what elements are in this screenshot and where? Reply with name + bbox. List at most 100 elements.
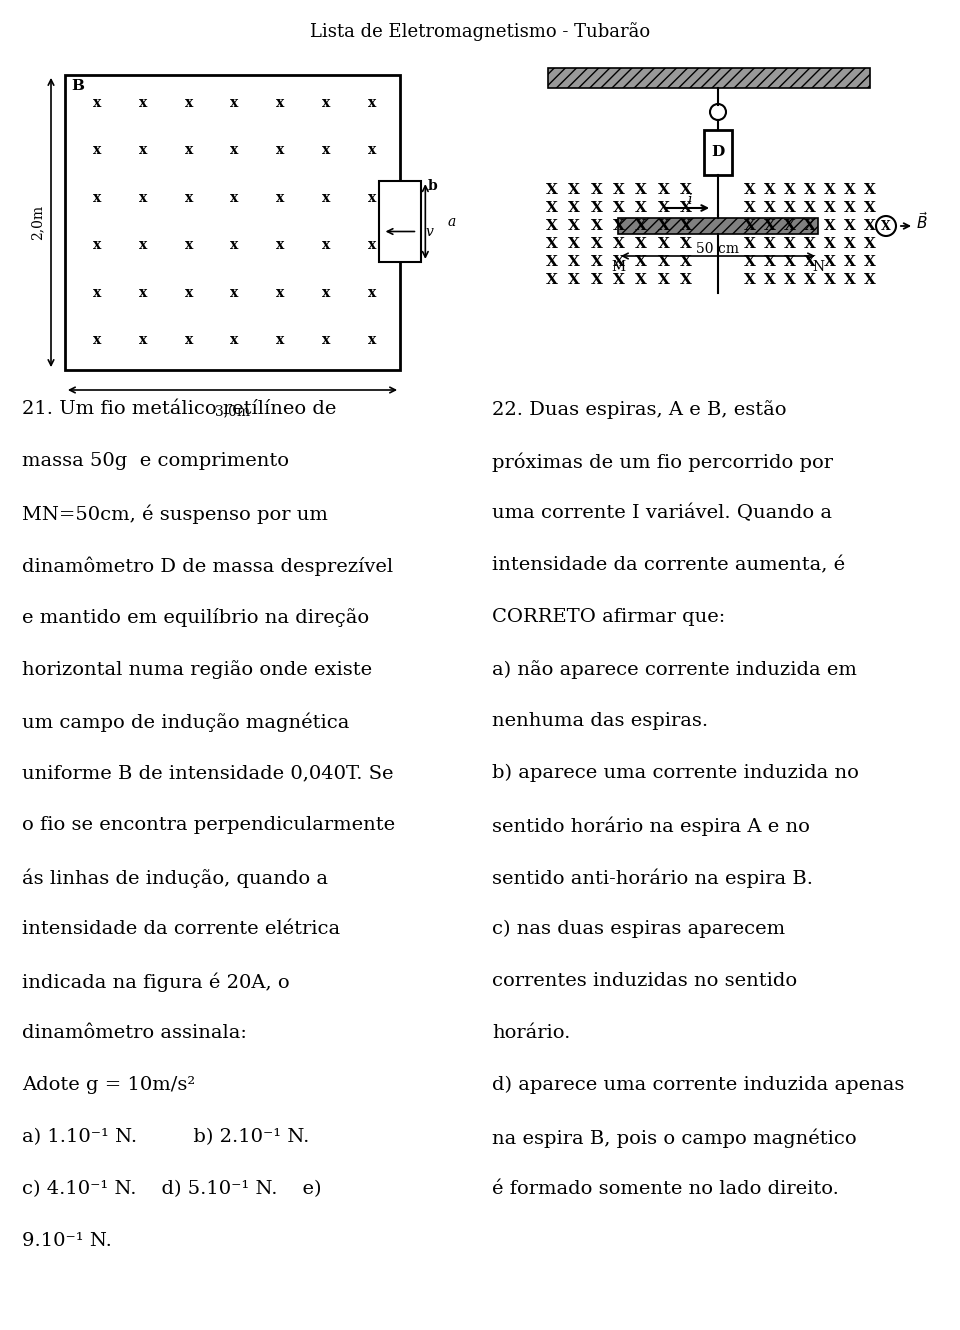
Text: X: X: [844, 184, 856, 197]
Text: X: X: [864, 273, 876, 287]
Text: x: x: [322, 238, 330, 253]
Text: b) aparece uma corrente induzida no: b) aparece uma corrente induzida no: [492, 763, 859, 782]
Text: X: X: [764, 273, 776, 287]
Text: x: x: [230, 286, 239, 299]
Text: x: x: [230, 238, 239, 253]
Text: na espira B, pois o campo magnético: na espira B, pois o campo magnético: [492, 1128, 856, 1148]
Text: x: x: [276, 96, 284, 110]
Text: X: X: [804, 273, 816, 287]
Text: X: X: [784, 273, 796, 287]
Text: N: N: [812, 259, 824, 274]
Text: X: X: [680, 273, 692, 287]
Text: X: X: [680, 219, 692, 233]
Text: x: x: [230, 190, 239, 205]
Text: é formado somente no lado direito.: é formado somente no lado direito.: [492, 1180, 839, 1198]
Text: nenhuma das espiras.: nenhuma das espiras.: [492, 712, 708, 730]
Text: X: X: [590, 273, 603, 287]
Text: X: X: [613, 237, 625, 251]
Text: x: x: [276, 238, 284, 253]
Text: dinamômetro D de massa desprezível: dinamômetro D de massa desprezível: [22, 556, 394, 576]
Text: x: x: [276, 190, 284, 205]
Text: X: X: [744, 255, 756, 269]
Text: X: X: [613, 219, 625, 233]
Bar: [548, 68, 870, 88]
Text: X: X: [784, 184, 796, 197]
Text: sentido horário na espira A e no: sentido horário na espira A e no: [492, 817, 810, 835]
Text: X: X: [844, 237, 856, 251]
Text: x: x: [322, 144, 330, 157]
Text: x: x: [93, 190, 101, 205]
Text: x: x: [368, 238, 376, 253]
Text: X: X: [844, 255, 856, 269]
Ellipse shape: [710, 104, 726, 120]
Text: x: x: [276, 144, 284, 157]
Text: X: X: [590, 255, 603, 269]
Text: X: X: [658, 273, 670, 287]
Text: d) aparece uma corrente induzida apenas: d) aparece uma corrente induzida apenas: [492, 1076, 904, 1095]
Text: x: x: [138, 190, 147, 205]
Text: x: x: [368, 286, 376, 299]
Text: x: x: [93, 238, 101, 253]
Text: X: X: [881, 219, 891, 233]
Text: X: X: [824, 184, 836, 197]
Text: indicada na figura é 20A, o: indicada na figura é 20A, o: [22, 972, 290, 991]
Text: X: X: [546, 219, 558, 233]
Text: x: x: [230, 144, 239, 157]
Text: x: x: [368, 332, 376, 347]
Text: X: X: [590, 184, 603, 197]
Text: x: x: [93, 96, 101, 110]
Text: x: x: [322, 96, 330, 110]
Text: sentido anti-horário na espira B.: sentido anti-horário na espira B.: [492, 868, 813, 887]
Text: X: X: [784, 255, 796, 269]
Text: uma corrente I variável. Quando a: uma corrente I variável. Quando a: [492, 504, 832, 523]
Text: horizontal numa região onde existe: horizontal numa região onde existe: [22, 660, 372, 678]
Text: X: X: [744, 273, 756, 287]
Text: x: x: [93, 332, 101, 347]
Text: X: X: [613, 255, 625, 269]
Text: X: X: [680, 184, 692, 197]
Text: X: X: [864, 184, 876, 197]
Text: x: x: [138, 96, 147, 110]
Text: intensidade da corrente aumenta, é: intensidade da corrente aumenta, é: [492, 556, 845, 575]
Text: x: x: [276, 332, 284, 347]
Text: x: x: [138, 286, 147, 299]
Text: um campo de indução magnética: um campo de indução magnética: [22, 712, 349, 732]
Text: c) 4.10⁻¹ N.    d) 5.10⁻¹ N.    e): c) 4.10⁻¹ N. d) 5.10⁻¹ N. e): [22, 1180, 322, 1198]
Text: massa 50g  e comprimento: massa 50g e comprimento: [22, 452, 289, 469]
Text: X: X: [680, 201, 692, 215]
Bar: [378, 181, 421, 262]
Text: X: X: [784, 201, 796, 215]
Text: X: X: [784, 219, 796, 233]
Text: x: x: [184, 190, 193, 205]
Text: X: X: [546, 237, 558, 251]
Text: x: x: [322, 286, 330, 299]
Text: X: X: [590, 237, 603, 251]
Text: x: x: [276, 286, 284, 299]
Text: 9.10⁻¹ N.: 9.10⁻¹ N.: [22, 1232, 112, 1250]
Text: 2,0m: 2,0m: [30, 205, 44, 239]
Text: intensidade da corrente elétrica: intensidade da corrente elétrica: [22, 920, 340, 938]
Text: x: x: [368, 190, 376, 205]
Text: próximas de um fio percorrido por: próximas de um fio percorrido por: [492, 452, 833, 472]
Text: a) não aparece corrente induzida em: a) não aparece corrente induzida em: [492, 660, 857, 678]
Text: X: X: [546, 255, 558, 269]
Text: x: x: [230, 96, 239, 110]
Text: X: X: [568, 273, 580, 287]
Text: X: X: [824, 201, 836, 215]
Text: uniforme B de intensidade 0,040T. Se: uniforme B de intensidade 0,040T. Se: [22, 763, 394, 782]
Text: a: a: [447, 214, 455, 229]
Text: X: X: [613, 184, 625, 197]
Text: X: X: [636, 255, 647, 269]
Text: 22. Duas espiras, A e B, estão: 22. Duas espiras, A e B, estão: [492, 400, 786, 419]
Text: X: X: [636, 219, 647, 233]
Text: X: X: [744, 219, 756, 233]
Text: X: X: [658, 184, 670, 197]
Text: X: X: [784, 237, 796, 251]
Text: X: X: [636, 273, 647, 287]
Text: X: X: [864, 219, 876, 233]
Text: X: X: [546, 201, 558, 215]
Text: 3,0m: 3,0m: [215, 404, 250, 418]
Text: x: x: [184, 238, 193, 253]
Text: X: X: [590, 201, 603, 215]
Text: X: X: [680, 237, 692, 251]
